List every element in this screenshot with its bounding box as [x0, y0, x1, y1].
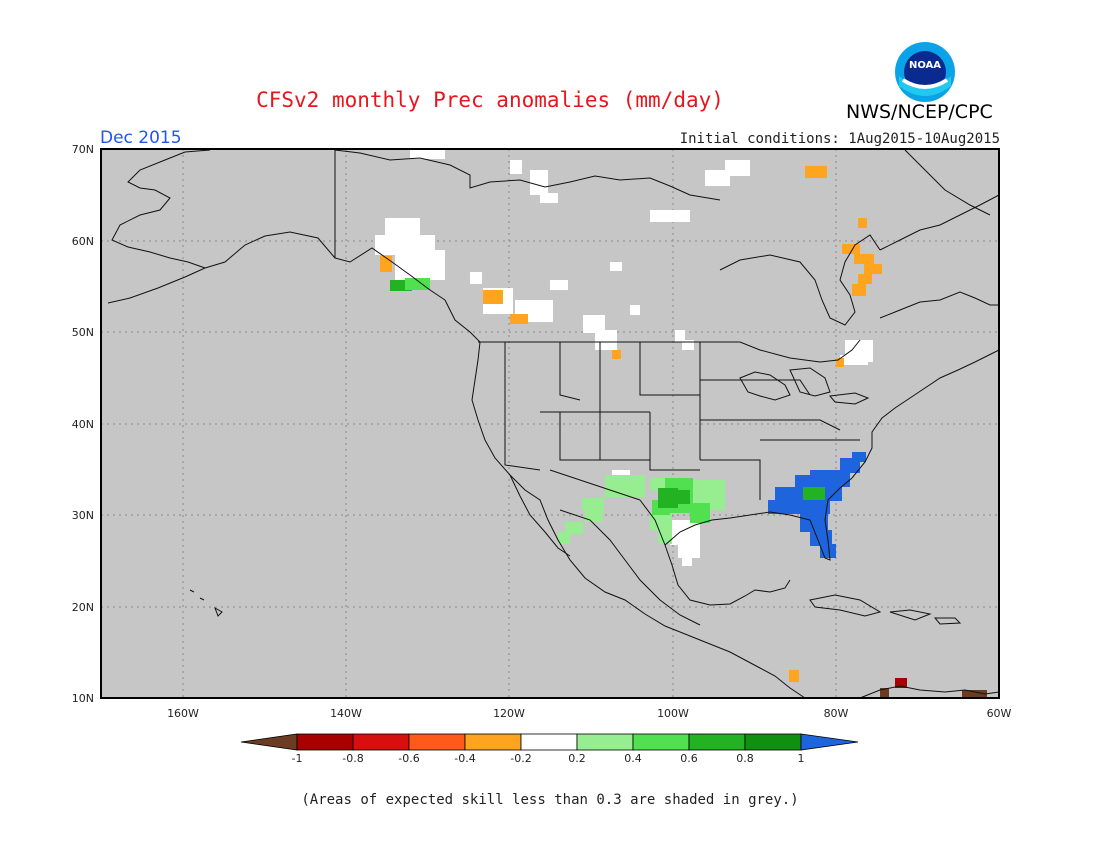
- agency-label: NWS/NCEP/CPC: [846, 101, 993, 123]
- lon-ticks: 160W 140W 120W 100W 80W 60W: [167, 707, 1011, 720]
- colorbar-bin: [408, 733, 466, 751]
- colorbar-label: -0.4: [454, 752, 475, 765]
- noaa-logo: NOAA: [893, 40, 957, 104]
- lon-tick-80w: 80W: [824, 707, 849, 720]
- footnote: (Areas of expected skill less than 0.3 a…: [301, 792, 799, 808]
- lat-tick-10n: 10N: [72, 692, 94, 705]
- lat-tick-60n: 60N: [72, 235, 94, 248]
- colorbar-label: 1: [798, 752, 805, 765]
- colorbar-label: 0.6: [680, 752, 698, 765]
- colorbar-label: 0.4: [624, 752, 642, 765]
- map-frame: [100, 148, 1000, 699]
- colorbar-bin: [464, 733, 522, 751]
- map-background: [101, 149, 999, 698]
- colorbar-label: 0.2: [568, 752, 586, 765]
- colorbar-bin: [296, 733, 354, 751]
- colorbar: [240, 733, 859, 751]
- lat-tick-20n: 20N: [72, 601, 94, 614]
- colorbar-labels: -1 -0.8 -0.6 -0.4 -0.2 0.2 0.4 0.6 0.8 1: [292, 752, 805, 765]
- colorbar-bin: [632, 733, 690, 751]
- lon-tick-120w: 120W: [493, 707, 525, 720]
- colorbar-label: -0.6: [398, 752, 419, 765]
- colorbar-below-min: [240, 733, 298, 751]
- gridlines: [101, 149, 999, 698]
- lat-tick-30n: 30N: [72, 509, 94, 522]
- colorbar-bin: [352, 733, 410, 751]
- colorbar-bin: [688, 733, 746, 751]
- forecast-period: Dec 2015: [100, 128, 182, 148]
- lat-tick-70n: 70N: [72, 143, 94, 156]
- colorbar-label: 0.8: [736, 752, 754, 765]
- noaa-logo-text: NOAA: [909, 60, 941, 71]
- lon-tick-140w: 140W: [330, 707, 362, 720]
- colorbar-above-max: [800, 733, 859, 751]
- lon-tick-100w: 100W: [657, 707, 689, 720]
- lon-tick-160w: 160W: [167, 707, 199, 720]
- colorbar-bin: [576, 733, 634, 751]
- colorbar-bin: [744, 733, 802, 751]
- colorbar-bin: [520, 733, 578, 751]
- colorbar-label: -1: [292, 752, 303, 765]
- lat-ticks: 70N 60N 50N 40N 30N 20N 10N: [72, 143, 94, 705]
- initial-conditions: Initial conditions: 1Aug2015-10Aug2015: [679, 131, 1000, 147]
- borders: [478, 339, 861, 626]
- map-title: CFSv2 monthly Prec anomalies (mm/day): [256, 88, 724, 112]
- lon-tick-60w: 60W: [987, 707, 1012, 720]
- colorbar-label: -0.2: [510, 752, 531, 765]
- lat-tick-50n: 50N: [72, 326, 94, 339]
- colorbar-label: -0.8: [342, 752, 363, 765]
- coastlines: [107, 149, 1000, 699]
- lat-tick-40n: 40N: [72, 418, 94, 431]
- anomaly-cells: [375, 149, 987, 698]
